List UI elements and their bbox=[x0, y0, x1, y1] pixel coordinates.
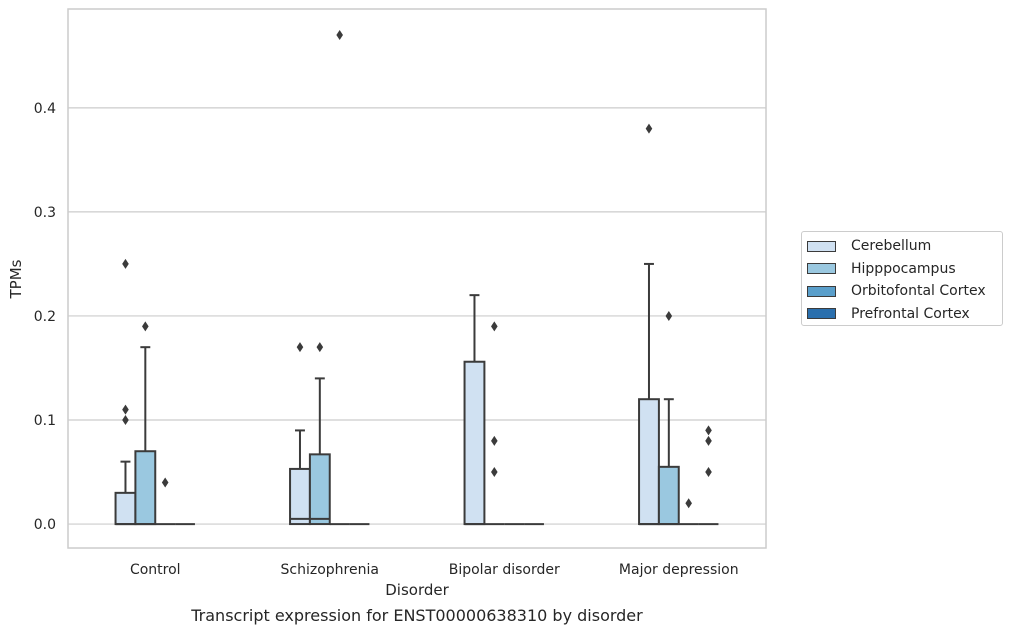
y-axis-title: TPMs bbox=[7, 259, 25, 299]
outlier-point bbox=[685, 498, 692, 509]
y-tick-label: 0.1 bbox=[34, 413, 56, 429]
outlier-point bbox=[491, 467, 498, 478]
outlier-point bbox=[122, 258, 129, 269]
box-group bbox=[155, 477, 176, 526]
x-axis-ticks: Control Schizophrenia Bipolar disorder Majo… bbox=[130, 562, 739, 578]
box-group bbox=[678, 498, 699, 526]
box-group bbox=[657, 310, 680, 526]
y-tick-label: 0.2 bbox=[34, 309, 56, 325]
box bbox=[308, 453, 331, 526]
outlier-point bbox=[705, 425, 712, 436]
plot-area-frame bbox=[67, 8, 767, 549]
box bbox=[134, 450, 157, 526]
legend-label: Hipppocampus bbox=[851, 260, 956, 277]
legend-item-orbitofrontal-cortex: Orbitofontal Cortex bbox=[807, 280, 1002, 303]
legend-swatch bbox=[807, 240, 836, 252]
outlier-point bbox=[161, 477, 169, 488]
box bbox=[114, 491, 137, 526]
box-group bbox=[329, 30, 350, 526]
legend-swatch bbox=[807, 263, 836, 275]
legend: Cerebellum Hipppocampus Orbitofontal Cor… bbox=[801, 231, 1003, 326]
legend-item-prefrontal-cortex: Prefrontal Cortex bbox=[807, 303, 1002, 326]
box bbox=[289, 467, 311, 526]
legend-label: Prefrontal Cortex bbox=[851, 305, 970, 322]
outlier-point bbox=[491, 435, 498, 446]
box-group bbox=[638, 123, 660, 526]
gridlines bbox=[68, 107, 766, 525]
box-group bbox=[289, 342, 311, 526]
outlier-point bbox=[122, 415, 129, 426]
box-group bbox=[698, 425, 719, 526]
outlier-point bbox=[705, 467, 712, 478]
y-tick-label: 0.0 bbox=[34, 517, 56, 533]
outlier-point bbox=[705, 435, 712, 446]
x-axis-title: Disorder bbox=[385, 581, 449, 599]
y-axis-ticks: 0.0 0.1 0.2 0.3 0.4 bbox=[34, 101, 56, 533]
x-tick-label: Bipolar disorder bbox=[449, 562, 560, 578]
x-tick-label: Schizophrenia bbox=[281, 562, 379, 578]
figure-caption: Transcript expression for ENST0000063831… bbox=[191, 606, 643, 625]
x-tick-label: Control bbox=[130, 562, 181, 578]
legend-label: Orbitofontal Cortex bbox=[851, 283, 986, 300]
box-group bbox=[463, 294, 486, 526]
y-tick-label: 0.3 bbox=[34, 205, 56, 221]
outlier-point bbox=[296, 342, 304, 353]
legend-swatch bbox=[807, 308, 836, 320]
outlier-point bbox=[645, 123, 653, 134]
outlier-point bbox=[122, 404, 129, 415]
x-tick-label: Major depression bbox=[619, 562, 739, 578]
box bbox=[657, 465, 680, 526]
box bbox=[638, 398, 660, 526]
plot-marks bbox=[114, 30, 719, 526]
outlier-point bbox=[336, 30, 343, 41]
outlier-point bbox=[491, 321, 498, 332]
box-group bbox=[484, 321, 505, 526]
outlier-point bbox=[665, 310, 673, 321]
legend-swatch bbox=[807, 285, 836, 297]
legend-item-cerebellum: Cerebellum bbox=[807, 235, 1002, 258]
box-group bbox=[134, 321, 157, 526]
box-group bbox=[114, 258, 137, 526]
box-group bbox=[308, 342, 331, 526]
outlier-point bbox=[316, 342, 324, 353]
box bbox=[463, 360, 486, 526]
legend-item-hippocampus: Hipppocampus bbox=[807, 258, 1002, 281]
legend-label: Cerebellum bbox=[851, 238, 932, 255]
outlier-point bbox=[142, 321, 149, 332]
y-tick-label: 0.4 bbox=[34, 101, 56, 117]
